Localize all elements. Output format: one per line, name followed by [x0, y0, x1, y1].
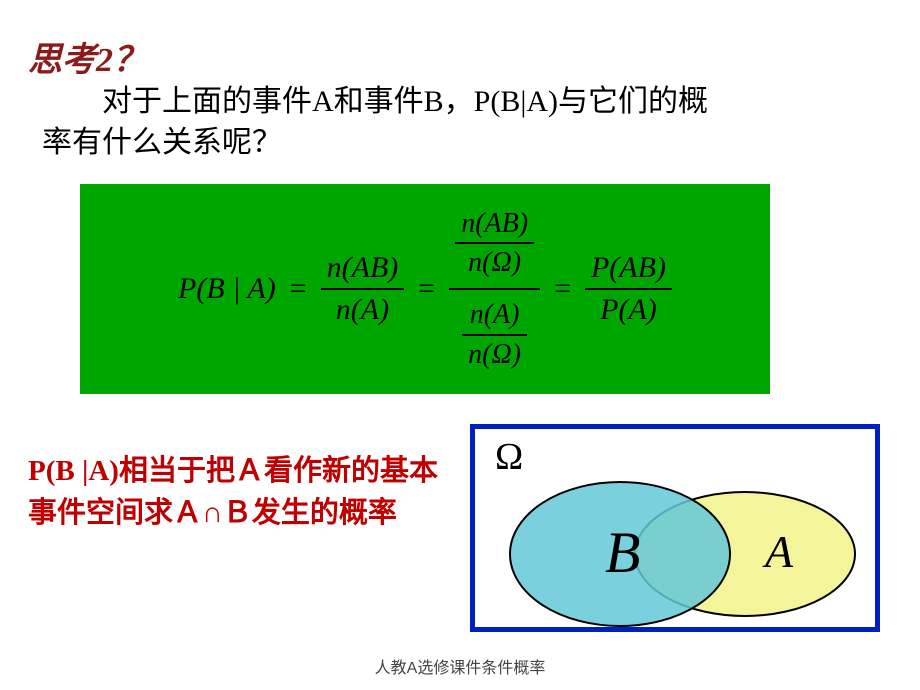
equals-2: =: [412, 272, 441, 306]
f2-num-den: n(Ω): [462, 244, 527, 282]
venn-label-a: A: [765, 525, 793, 578]
f3-den: P(A): [594, 290, 663, 330]
f2-den-num: n(A): [464, 296, 526, 334]
f1-den: n(A): [330, 290, 395, 330]
slide-title: 思考2？: [28, 32, 147, 81]
formula: P(B | A) = n(AB) n(A) = n(AB) n(Ω) n(A) …: [178, 203, 672, 375]
footer-text: 人教A选修课件条件概率: [0, 654, 920, 678]
equals-3: =: [548, 272, 577, 306]
question-line2: 率有什么关系呢？: [42, 126, 282, 159]
venn-diagram-box: Ω B A: [470, 424, 880, 632]
venn-label-b: B: [605, 519, 640, 586]
equals-1: =: [284, 272, 313, 306]
formula-box: P(B | A) = n(AB) n(A) = n(AB) n(Ω) n(A) …: [80, 184, 770, 394]
fraction-2: n(AB) n(Ω) n(A) n(Ω): [449, 203, 540, 375]
fraction-3: P(AB) P(A): [585, 248, 672, 330]
conclusion-text: P(B |A)相当于把Ａ看作新的基本事件空间求Ａ∩Ｂ发生的概率: [28, 450, 458, 534]
question-line1: 对于上面的事件A和事件B，P(B|A)与它们的概: [102, 85, 708, 118]
f3-num: P(AB): [585, 248, 672, 288]
formula-lhs: P(B | A): [178, 272, 276, 306]
question-text: 对于上面的事件A和事件B，P(B|A)与它们的概 率有什么关系呢？: [42, 82, 862, 163]
f1-num: n(AB): [321, 248, 405, 288]
fraction-1: n(AB) n(A): [321, 248, 405, 330]
f2-num-num: n(AB): [455, 205, 534, 243]
f2-den-den: n(Ω): [462, 336, 527, 374]
venn-svg: [485, 459, 875, 629]
